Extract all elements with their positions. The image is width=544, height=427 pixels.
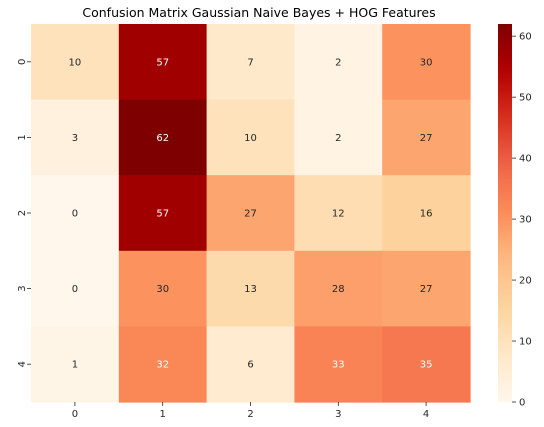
heatmap-cell [31, 250, 120, 327]
cell-value-label: 6 [247, 360, 253, 371]
cell-value-label: 13 [244, 284, 257, 295]
cell-value-label: 57 [156, 57, 169, 68]
x-tick-label: 0 [72, 409, 78, 420]
colorbar-tick-label: 10 [519, 337, 532, 348]
cell-value-label: 3 [72, 133, 78, 144]
cell-value-label: 28 [332, 284, 345, 295]
cell-value-label: 33 [332, 360, 345, 371]
cell-value-label: 27 [420, 133, 433, 144]
cell-value-label: 10 [244, 133, 257, 144]
y-tick-label: 3 [17, 285, 28, 291]
cell-value-label: 32 [156, 360, 169, 371]
colorbar: 0 10 20 30 40 50 60 [498, 24, 532, 409]
y-tick-label: 0 [17, 59, 28, 65]
cell-value-label: 10 [69, 57, 82, 68]
cell-value-label: 0 [72, 284, 78, 295]
heatmap-cell [382, 250, 471, 327]
heatmap-cell [31, 99, 120, 176]
heatmap-cell [31, 175, 120, 252]
cell-value-label: 7 [247, 57, 253, 68]
heatmap-cell [206, 250, 295, 327]
x-axis-ticks: 0 1 2 3 4 [72, 402, 429, 420]
heatmap-cell [206, 24, 295, 101]
chart-title: Confusion Matrix Gaussian Naive Bayes + … [82, 5, 435, 20]
colorbar-tick-label: 50 [519, 93, 532, 104]
heatmap-cell [382, 326, 471, 403]
heatmap-cell [31, 326, 120, 403]
cell-value-label: 30 [156, 284, 169, 295]
heatmap-cell [294, 250, 383, 327]
heatmap-cell [294, 326, 383, 403]
cell-value-label: 57 [156, 209, 169, 220]
x-tick-label: 2 [247, 409, 253, 420]
y-axis-ticks: 0 1 2 3 4 [17, 59, 31, 367]
cell-value-label: 12 [332, 209, 345, 220]
colorbar-tick-label: 60 [519, 32, 532, 43]
x-tick-label: 1 [160, 409, 166, 420]
x-tick-label: 4 [423, 409, 429, 420]
heatmap-cells: 10 57 7 2 30 3 62 10 2 27 0 57 27 12 16 0 30 13 28 27 1 32 6 33… [31, 24, 471, 403]
cell-value-label: 27 [420, 284, 433, 295]
heatmap-cell [118, 24, 208, 101]
heatmap-cell [206, 175, 295, 252]
colorbar-tick-label: 40 [519, 154, 532, 165]
heatmap-cell [294, 24, 383, 101]
heatmap-cell [118, 175, 208, 252]
heatmap-cell [382, 24, 471, 101]
cell-value-label: 30 [420, 57, 433, 68]
cell-value-label: 62 [156, 133, 169, 144]
colorbar-tick-label: 0 [519, 398, 525, 409]
x-tick-label: 3 [335, 409, 341, 420]
heatmap-cell [118, 326, 208, 403]
cell-value-label: 27 [244, 209, 257, 220]
heatmap-cell [382, 175, 471, 252]
heatmap-cell [118, 99, 208, 176]
heatmap-cell [294, 175, 383, 252]
heatmap-cell [206, 99, 295, 176]
cell-value-label: 2 [335, 133, 341, 144]
cell-value-label: 2 [335, 57, 341, 68]
colorbar-tick-label: 20 [519, 276, 532, 287]
heatmap-cell [31, 24, 120, 101]
y-tick-label: 1 [17, 134, 28, 140]
y-tick-label: 2 [17, 210, 28, 216]
y-tick-label: 4 [17, 361, 28, 367]
cell-value-label: 0 [72, 209, 78, 220]
cell-value-label: 16 [420, 209, 433, 220]
cell-value-label: 1 [72, 360, 78, 371]
cell-value-label: 35 [420, 360, 433, 371]
heatmap-cell [118, 250, 208, 327]
heatmap-cell [294, 99, 383, 176]
heatmap-cell [206, 326, 295, 403]
colorbar-gradient [498, 24, 512, 402]
colorbar-tick-label: 30 [519, 215, 532, 226]
heatmap-cell [382, 99, 471, 176]
